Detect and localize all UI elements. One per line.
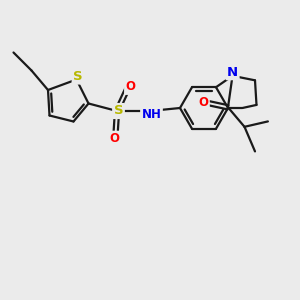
- Text: N: N: [227, 66, 238, 79]
- Text: O: O: [198, 96, 208, 109]
- Text: O: O: [109, 132, 119, 145]
- Text: S: S: [73, 70, 83, 83]
- Text: NH: NH: [142, 108, 161, 121]
- Text: O: O: [125, 80, 136, 94]
- Text: S: S: [114, 104, 123, 118]
